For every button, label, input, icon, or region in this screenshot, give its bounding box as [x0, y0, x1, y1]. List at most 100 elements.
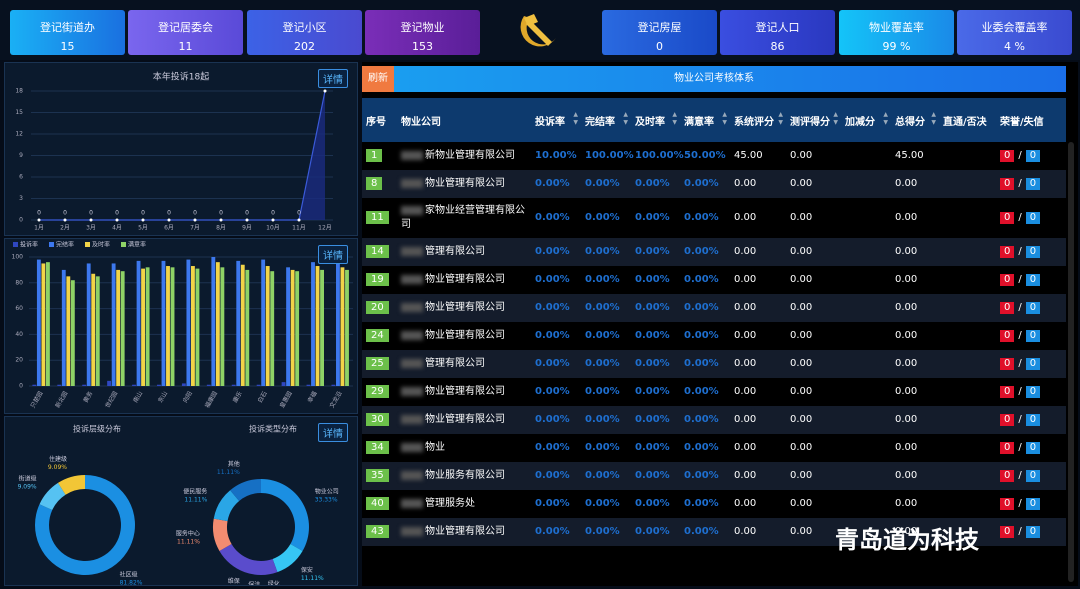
table-row: 35 物业服务有限公司 0.00% 0.00% 0.00% 0.00% 0.00 0.00 0.… — [362, 462, 1066, 490]
bar — [311, 262, 315, 386]
table-cell: 0.00 — [891, 198, 939, 238]
cell-value: 0.00% — [535, 442, 570, 453]
honor-badge: 0 — [1000, 330, 1015, 342]
cell-value: 0.00% — [635, 414, 670, 425]
table-cell: 100.00% — [581, 142, 634, 170]
stat-value: 15 — [60, 40, 75, 53]
cell-value: 0.00% — [535, 302, 570, 313]
table-cell: 0.00% — [581, 322, 631, 350]
honor-badge: 0 — [1000, 212, 1015, 224]
honor-badge: 0 — [1000, 498, 1015, 510]
rate-panel: 投诉率 完结率 及时率 满意率 0 20 40 60 80 100 只楚园 新北园 黄务 世纪园 南山 东山向… — [4, 238, 358, 414]
table-row: 19 物业管理有限公司 0.00% 0.00% 0.00% 0.00% 0.00 0.00 0.… — [362, 266, 1066, 294]
row-number: 25 — [366, 357, 389, 370]
row-number: 20 — [366, 301, 389, 314]
cell-value: 0.00 — [790, 526, 813, 537]
table-cell — [841, 142, 891, 170]
cell-value: 0.00% — [535, 386, 570, 397]
table-cell — [939, 170, 996, 198]
table-cell: 物业管理有限公司 — [397, 322, 531, 350]
table-cell: 0.00% — [631, 350, 680, 378]
point — [245, 218, 249, 222]
table-cell: 0.00 — [730, 198, 786, 238]
redacted — [401, 358, 423, 368]
bar — [61, 269, 66, 386]
cell-value: 0.00 — [734, 442, 757, 453]
x-tick-label: 11月 — [292, 225, 306, 232]
honor-badge: 0 — [1000, 470, 1015, 482]
table-cell: 0/0 — [996, 434, 1066, 462]
table-cell: 1 — [362, 142, 397, 170]
honor-badge: 0 — [1000, 414, 1015, 426]
honor-badge: 0 — [1000, 246, 1015, 258]
table-cell: 0.00% — [680, 406, 730, 434]
details-button[interactable]: 详情 — [318, 245, 348, 264]
x-tick-label: 12月 — [318, 225, 332, 232]
row-number: 30 — [366, 413, 389, 426]
cell-value: 0.00% — [585, 526, 620, 537]
table-cell: 0/0 — [996, 266, 1066, 294]
table-wrap: 序号物业公司投诉率完结率及时率满意率系统评分测评得分加减分总得分直通/否决荣誉/… — [362, 98, 1066, 586]
stat-card: 登记街道办 15 — [10, 10, 125, 55]
stat-card: 登记小区 202 — [247, 10, 362, 55]
stat-label: 登记物业 — [400, 21, 445, 34]
row-number: 14 — [366, 245, 389, 258]
table-cell — [841, 406, 891, 434]
x-tick-label: 幸福 — [306, 390, 319, 404]
table-cell: 0.00 — [730, 434, 786, 462]
table-cell: 20 — [362, 294, 397, 322]
company-name: 物业管理有限公司 — [425, 178, 505, 189]
cell-value: 0.00% — [635, 442, 670, 453]
cell-value: 0.00 — [790, 470, 813, 481]
cell-value: 0.00 — [895, 470, 918, 481]
scrollbar[interactable] — [1068, 142, 1074, 582]
company-name: 物业管理有限公司 — [425, 414, 505, 425]
credit-badge: 0 — [1025, 212, 1041, 224]
stat-label: 登记街道办 — [40, 21, 95, 34]
table-cell — [841, 198, 891, 238]
cell-value: 0.00 — [895, 526, 918, 537]
pie-title: 投诉层级分布 — [73, 424, 121, 434]
y-tick-label: 0 — [19, 383, 23, 390]
details-button[interactable]: 详情 — [318, 69, 348, 88]
table-cell: 物业管理有限公司 — [397, 294, 531, 322]
bar — [157, 384, 161, 386]
redacted — [401, 470, 423, 480]
pie-title: 投诉类型分布 — [249, 424, 297, 434]
bar — [57, 384, 62, 386]
data-label: 0 — [89, 210, 93, 217]
cell-value: 0.00% — [635, 330, 670, 341]
table-cell: 0.00% — [531, 406, 581, 434]
table-cell: 0.00% — [680, 322, 730, 350]
pie-segment — [213, 490, 240, 522]
table-row: 20 物业管理有限公司 0.00% 0.00% 0.00% 0.00% 0.00 0.00 0.… — [362, 294, 1066, 322]
legend-label: 满意率 — [128, 241, 146, 249]
details-button[interactable]: 详情 — [318, 423, 348, 442]
table-row: 8 物业管理有限公司 0.00% 0.00% 0.00% 0.00% 0.00 0.00 0.0… — [362, 170, 1066, 198]
table-cell: 物业管理有限公司 — [397, 170, 531, 198]
cell-value: 0.00 — [895, 330, 918, 341]
table-cell: 0.00% — [680, 518, 730, 546]
cell-value: 0.00% — [635, 386, 670, 397]
bar — [195, 268, 200, 386]
table-cell: 0.00% — [680, 266, 730, 294]
table-cell: 0/0 — [996, 322, 1066, 350]
cell-value: 0.00% — [635, 526, 670, 537]
y-tick-label: 6 — [19, 174, 23, 181]
bar — [211, 257, 216, 386]
pie-label: 绿化 — [268, 580, 280, 585]
table-row: 30 物业管理有限公司 0.00% 0.00% 0.00% 0.00% 0.00 0.00 0.… — [362, 406, 1066, 434]
table-cell: 0.00 — [730, 462, 786, 490]
credit-badge: 0 — [1025, 442, 1041, 454]
bar — [45, 262, 50, 386]
refresh-button[interactable]: 刷新 — [362, 66, 394, 92]
bar — [281, 382, 286, 386]
bar — [66, 276, 71, 386]
cell-value: 10.00% — [535, 150, 577, 161]
cell-value: 0.00% — [684, 498, 719, 509]
column-header: 物业公司 — [397, 98, 531, 142]
table-cell: 0.00% — [631, 198, 680, 238]
pie-value: 11.11% — [217, 469, 240, 476]
table-cell: 物业 — [397, 434, 531, 462]
data-label: 0 — [115, 210, 119, 217]
